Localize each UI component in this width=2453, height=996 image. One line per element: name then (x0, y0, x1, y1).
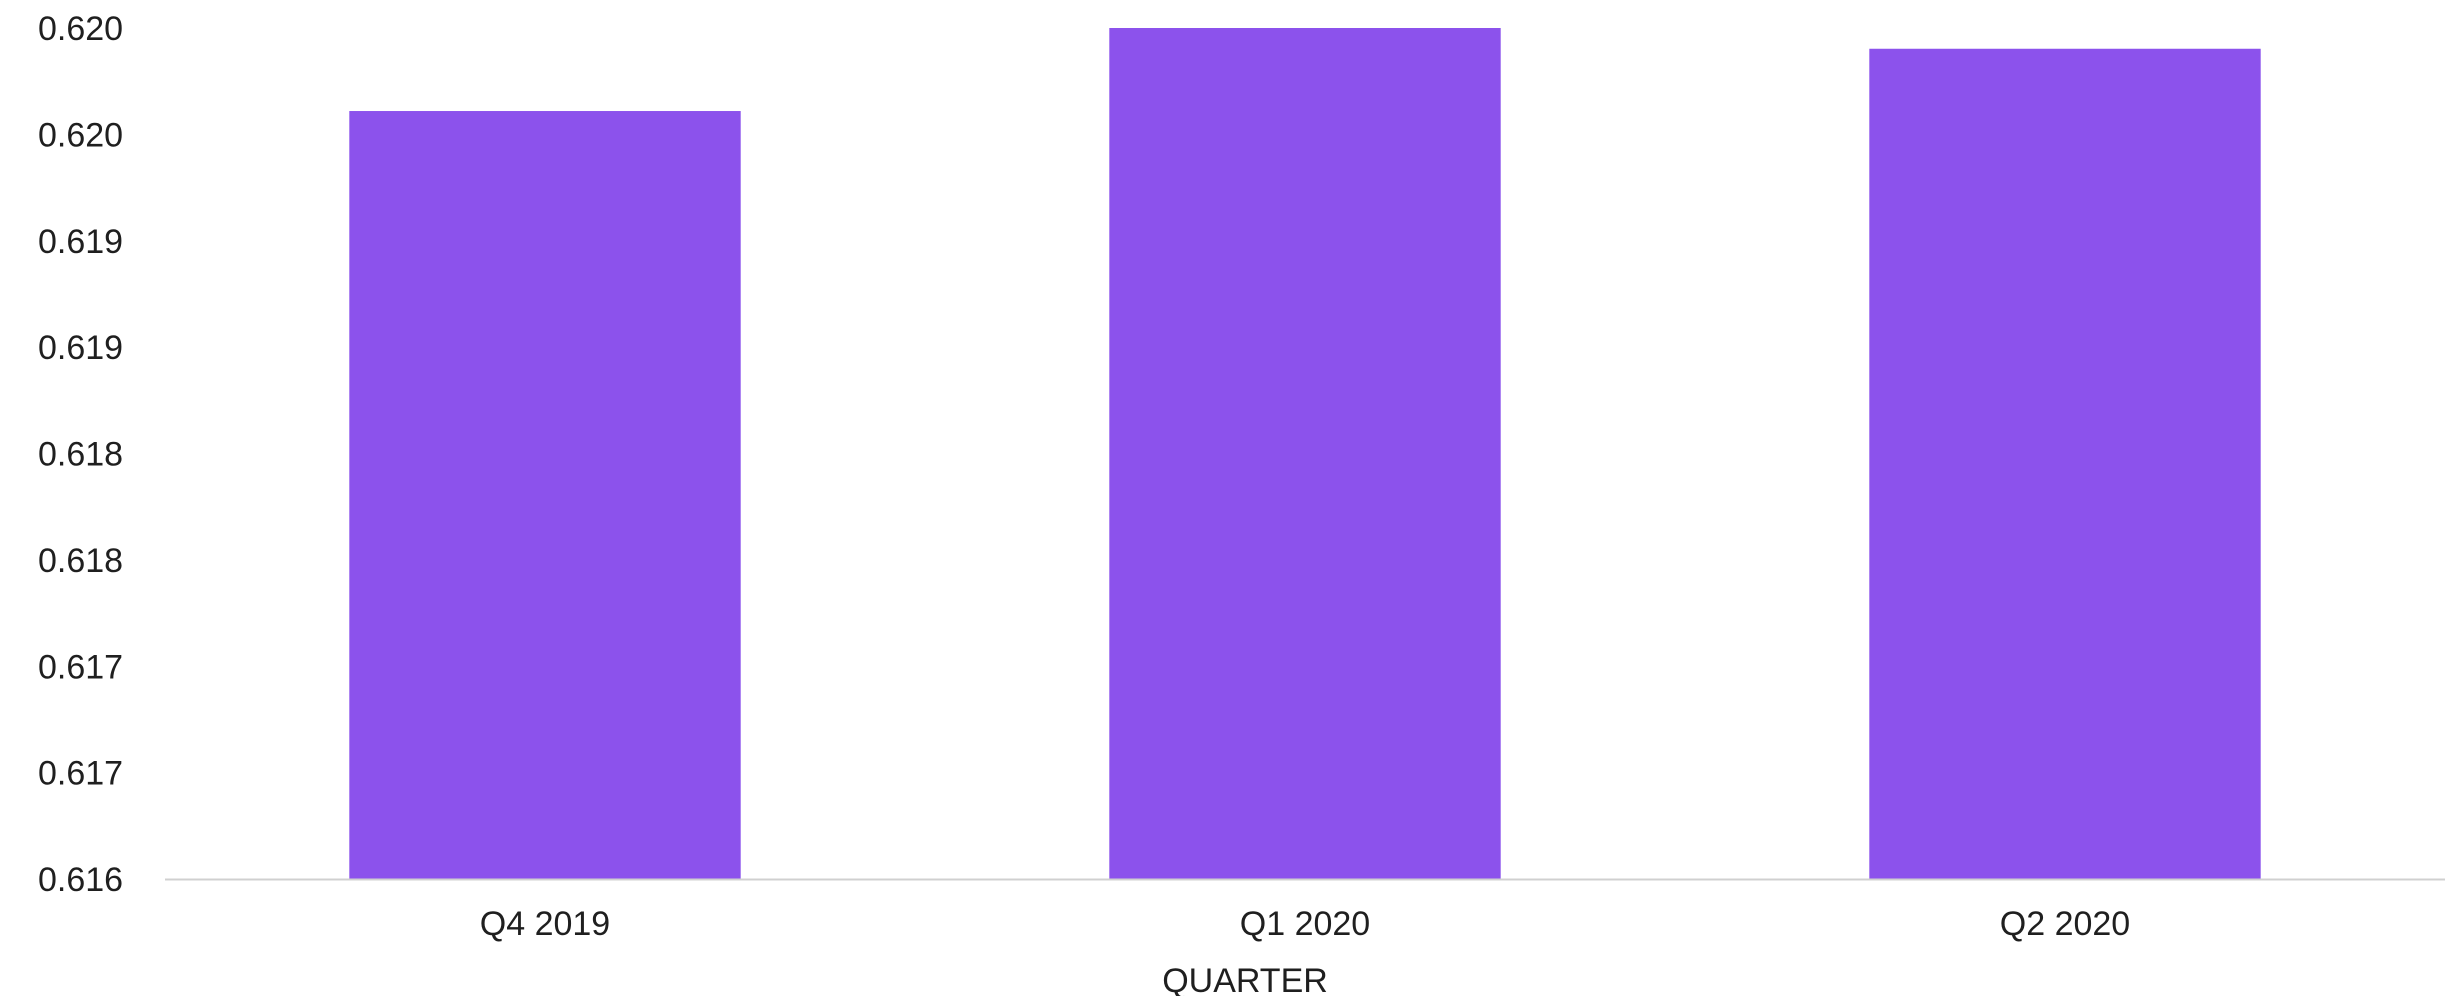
x-tick-label: Q1 2020 (1240, 905, 1370, 943)
y-tick-label: 0.617 (38, 755, 123, 793)
x-axis-ticks: Q4 2019 Q1 2020 Q2 2020 (480, 905, 2130, 943)
bars-group (349, 28, 2261, 879)
bar (1109, 28, 1501, 879)
y-axis-ticks: 0.616 0.617 0.617 0.618 0.618 0.619 0.619 0.620… (38, 10, 123, 899)
y-tick-label: 0.619 (38, 329, 123, 367)
y-tick-label: 0.618 (38, 542, 123, 580)
bar (349, 111, 741, 879)
y-tick-label: 0.620 (38, 116, 123, 154)
x-axis-title: QUARTER (1162, 962, 1328, 996)
y-tick-label: 0.620 (38, 10, 123, 48)
y-tick-label: 0.618 (38, 436, 123, 474)
x-tick-label: Q2 2020 (2000, 905, 2130, 943)
y-tick-label: 0.617 (38, 648, 123, 686)
x-tick-label: Q4 2019 (480, 905, 610, 943)
y-tick-label: 0.619 (38, 223, 123, 261)
y-tick-label: 0.616 (38, 861, 123, 899)
bar (1869, 48, 2261, 879)
